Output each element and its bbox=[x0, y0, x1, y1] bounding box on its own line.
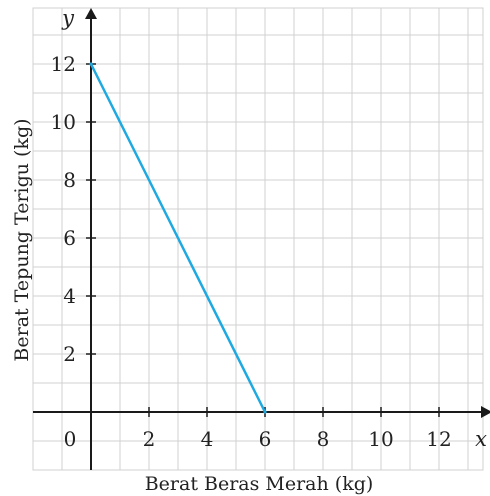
y-tick-label: 8 bbox=[63, 168, 76, 192]
x-tick-label: 6 bbox=[259, 427, 272, 451]
x-tick-label: 4 bbox=[201, 427, 214, 451]
data-point bbox=[263, 410, 267, 414]
y-axis-title: Berat Tepung Terigu (kg) bbox=[11, 118, 33, 361]
data-point bbox=[89, 62, 93, 66]
x-variable-label: x bbox=[475, 427, 487, 451]
x-tick-label: 10 bbox=[368, 427, 393, 451]
x-tick-label: 12 bbox=[426, 427, 451, 451]
series-layer bbox=[89, 62, 267, 414]
series-line-0 bbox=[89, 62, 267, 414]
grid-border bbox=[32, 7, 484, 471]
y-tick-label: 2 bbox=[63, 342, 76, 366]
x-tick-label: 8 bbox=[317, 427, 330, 451]
grid bbox=[32, 7, 484, 471]
x-axis-title: Berat Beras Merah (kg) bbox=[145, 473, 374, 495]
y-tick-label: 12 bbox=[51, 52, 76, 76]
label-layer: 2 4 6 8 10 12 2 4 6 8 10 12 0 x y Berat Beras Merah (kg… bbox=[11, 6, 487, 495]
x-axis-arrow bbox=[481, 406, 490, 418]
axes bbox=[33, 8, 490, 470]
y-variable-label: y bbox=[61, 6, 75, 30]
y-tick-label: 10 bbox=[51, 110, 76, 134]
y-tick-label: 4 bbox=[63, 284, 76, 308]
y-tick-label: 6 bbox=[63, 226, 76, 250]
origin-label: 0 bbox=[64, 427, 77, 451]
y-axis-arrow bbox=[85, 8, 97, 19]
x-tick-label: 2 bbox=[143, 427, 156, 451]
